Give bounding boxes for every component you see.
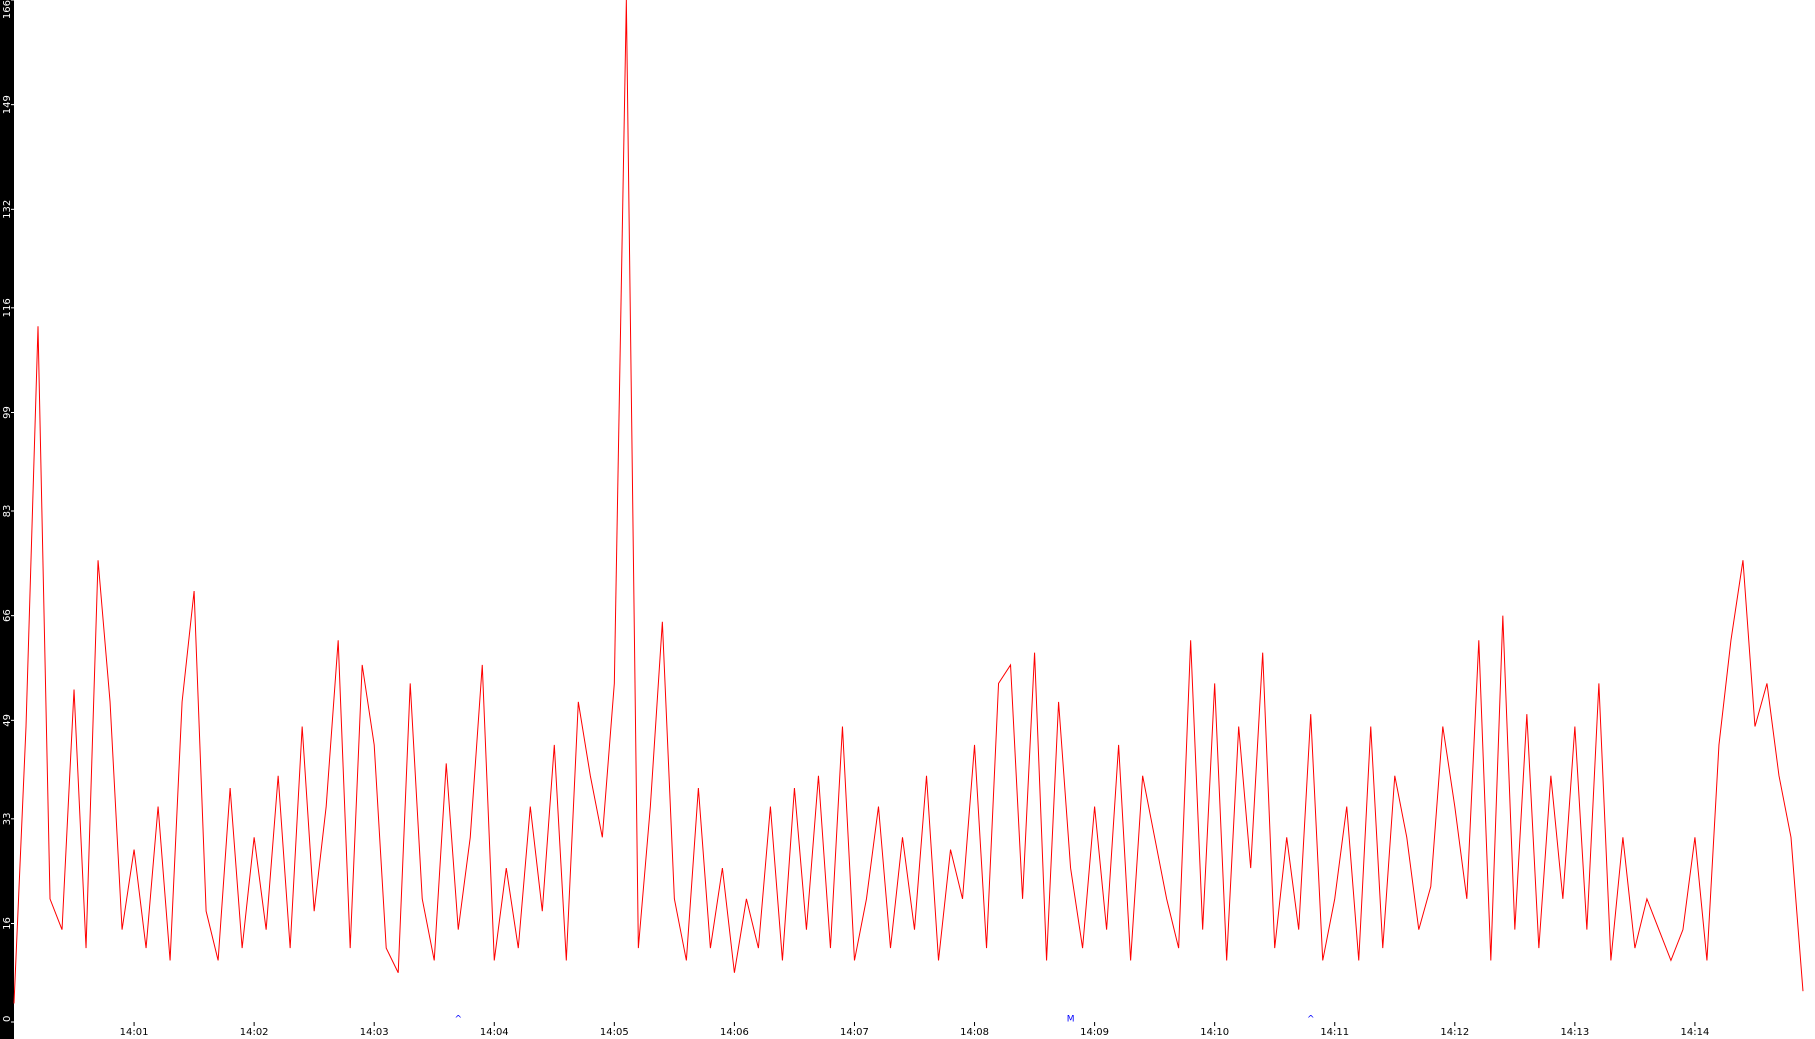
x-tick-label: 14:07 [840, 1027, 869, 1038]
y-tick-label: 166 [2, 0, 13, 19]
x-tick-label: 14:08 [960, 1027, 989, 1038]
x-tick-label: 14:06 [720, 1027, 749, 1038]
x-tick-label: 14:01 [120, 1027, 149, 1038]
event-marker: ^ [454, 1015, 462, 1025]
x-tick-label: 14:14 [1681, 1027, 1710, 1038]
x-tick-label: 14:10 [1200, 1027, 1229, 1038]
y-tick-label: 99 [2, 406, 13, 419]
x-tick-label: 14:12 [1440, 1027, 1469, 1038]
y-tick-label: 49 [2, 714, 13, 727]
y-tick-label: 83 [2, 505, 13, 518]
y-tick-label: 116 [2, 298, 13, 317]
x-tick-label: 14:09 [1080, 1027, 1109, 1038]
y-tick-label: 16 [2, 917, 13, 930]
y-tick-label: 66 [2, 609, 13, 622]
x-tick-label: 14:03 [360, 1027, 389, 1038]
x-tick-label: 14:02 [240, 1027, 269, 1038]
y-tick-label: 0 [2, 1016, 13, 1022]
x-tick-label: 14:11 [1320, 1027, 1349, 1038]
x-tick-label: 14:13 [1560, 1027, 1589, 1038]
x-tick-label: 14:05 [600, 1027, 629, 1038]
data-line [13, 0, 1804, 1004]
x-tick-label: 14:04 [480, 1027, 509, 1038]
y-axis-strip [0, 0, 14, 1039]
y-tick-label: 33 [2, 812, 13, 825]
event-marker: ^ [1307, 1015, 1315, 1025]
y-tick-label: 132 [2, 200, 13, 219]
y-tick-label: 149 [2, 95, 13, 114]
event-marker: M [1067, 1015, 1075, 1025]
